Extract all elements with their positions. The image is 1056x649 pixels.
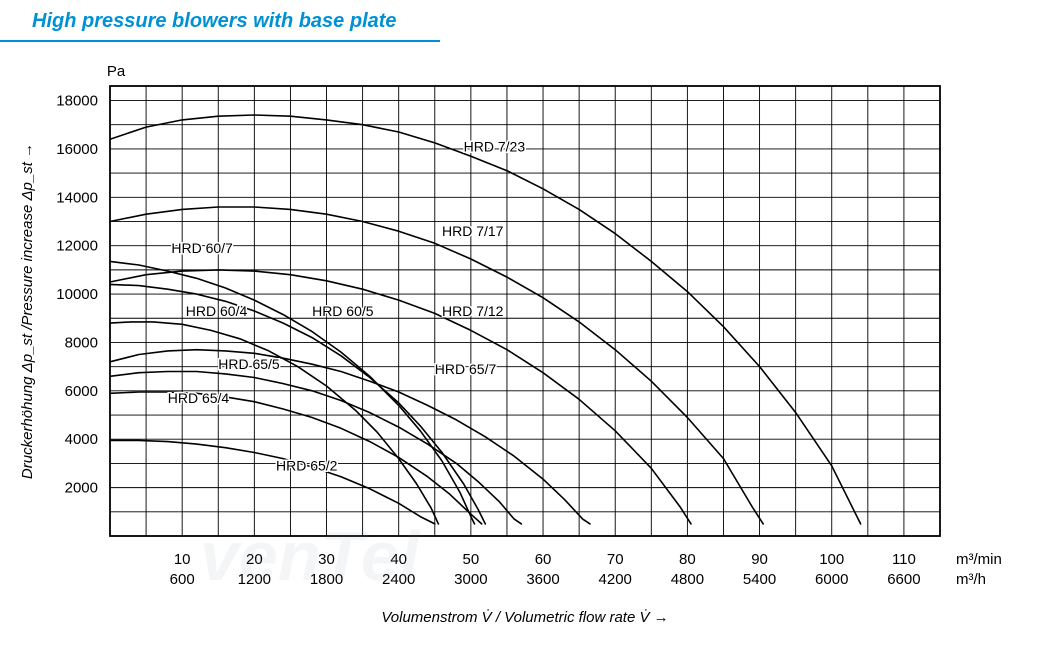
svg-text:600: 600: [170, 571, 195, 588]
svg-text:20: 20: [246, 551, 263, 568]
page-title: High pressure blowers with base plate: [32, 10, 397, 33]
svg-text:HRD 7/12: HRD 7/12: [442, 303, 504, 319]
svg-text:10000: 10000: [56, 286, 98, 303]
svg-text:5400: 5400: [743, 571, 776, 588]
svg-text:12000: 12000: [56, 238, 98, 255]
svg-text:40: 40: [390, 551, 407, 568]
svg-text:Druckerhöhung Δp_st /Pressure: Druckerhöhung Δp_st /Pressure increase Δ…: [19, 143, 36, 479]
svg-text:110: 110: [892, 551, 916, 568]
title-underline: [0, 40, 440, 42]
svg-text:8000: 8000: [65, 334, 98, 351]
svg-text:HRD 7/23: HRD 7/23: [464, 138, 526, 154]
svg-text:Volumenstrom V̇ / Volumetric f: Volumenstrom V̇ / Volumetric flow rate V…: [381, 609, 668, 626]
svg-text:3000: 3000: [454, 571, 487, 588]
svg-text:6600: 6600: [887, 571, 920, 588]
svg-text:90: 90: [751, 551, 768, 568]
svg-text:30: 30: [318, 551, 335, 568]
svg-text:70: 70: [607, 551, 624, 568]
svg-text:HRD 65/7: HRD 65/7: [435, 361, 497, 377]
svg-text:m³/min: m³/min: [956, 551, 1002, 568]
svg-text:HRD 7/17: HRD 7/17: [442, 223, 504, 239]
svg-text:4200: 4200: [599, 571, 632, 588]
svg-text:m³/h: m³/h: [956, 571, 986, 588]
svg-text:HRD 65/2: HRD 65/2: [276, 458, 338, 474]
chart-container: venTel 200040006000800010000120001400016…: [0, 56, 1056, 644]
svg-text:HRD 60/7: HRD 60/7: [171, 240, 233, 256]
svg-text:1200: 1200: [238, 571, 271, 588]
svg-text:3600: 3600: [526, 571, 559, 588]
svg-text:Pa: Pa: [107, 63, 126, 80]
svg-text:HRD 65/4: HRD 65/4: [168, 390, 230, 406]
svg-text:6000: 6000: [65, 383, 98, 400]
svg-text:80: 80: [679, 551, 696, 568]
svg-text:1800: 1800: [310, 571, 343, 588]
svg-text:14000: 14000: [56, 189, 98, 206]
svg-text:18000: 18000: [56, 93, 98, 110]
svg-text:4000: 4000: [65, 431, 98, 448]
svg-text:HRD 60/5: HRD 60/5: [312, 303, 374, 319]
svg-text:6000: 6000: [815, 571, 848, 588]
svg-text:10: 10: [174, 551, 191, 568]
svg-text:HRD 65/5: HRD 65/5: [218, 356, 280, 372]
svg-text:2000: 2000: [65, 480, 98, 497]
svg-text:4800: 4800: [671, 571, 704, 588]
svg-text:16000: 16000: [56, 141, 98, 158]
performance-chart: 2000 4000 6000 8000 10000 12000 14000 16000 1800…: [0, 56, 1056, 644]
svg-text:HRD 60/4: HRD 60/4: [186, 303, 248, 319]
svg-text:100: 100: [819, 551, 844, 568]
svg-text:60: 60: [535, 551, 552, 568]
svg-text:50: 50: [463, 551, 480, 568]
svg-text:2400: 2400: [382, 571, 415, 588]
